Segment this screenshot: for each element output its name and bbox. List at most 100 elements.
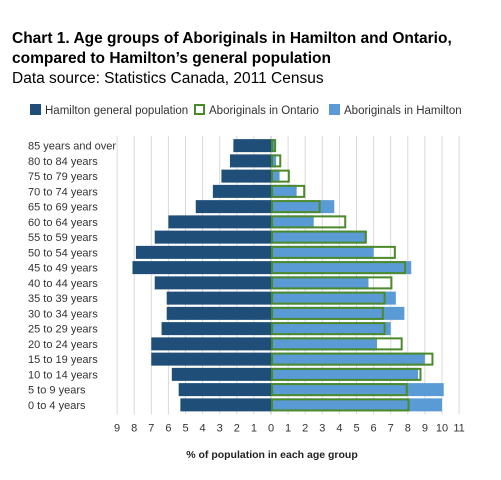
- bar-hamilton-general: [132, 261, 271, 275]
- bar-hamilton-general: [221, 169, 271, 183]
- chart-legend: Hamilton general population Aboriginals i…: [30, 104, 462, 117]
- bar-aboriginals-ontario: [271, 398, 410, 412]
- bar-aboriginals-ontario: [271, 306, 384, 320]
- bar-aboriginals-hamilton: [271, 352, 425, 366]
- x-tick-label: 2: [302, 423, 308, 435]
- bar-hamilton-general: [233, 139, 271, 153]
- bar-aboriginals-hamilton: [271, 367, 419, 381]
- bar-hamilton-general: [171, 367, 271, 381]
- x-tick-label: 4: [200, 423, 206, 435]
- category-label: 20 to 24 years: [28, 339, 98, 351]
- x-tick-label: 7: [148, 423, 154, 435]
- x-tick-label: 0: [268, 423, 274, 435]
- bar-aboriginals-hamilton: [271, 306, 405, 320]
- x-tick-labels: 9 8 7 6 5 4 3 2 1 0 1 2 3 4 5 6 7 8 9 10 11: [114, 423, 465, 435]
- bar-aboriginals-hamilton: [271, 276, 369, 290]
- bar-aboriginals-ontario: [271, 184, 306, 198]
- x-tick-label: 6: [165, 423, 171, 435]
- bar-aboriginals-hamilton: [271, 291, 396, 305]
- bar-hamilton-general: [180, 398, 271, 412]
- bar-aboriginals-ontario: [271, 154, 282, 168]
- x-tick-label: 5: [182, 423, 188, 435]
- x-tick-label: 9: [114, 423, 120, 435]
- bar-aboriginals-ontario: [271, 367, 422, 381]
- bar-aboriginals-ontario: [271, 291, 386, 305]
- bar-aboriginals-hamilton: [271, 200, 335, 214]
- x-tick-label: 5: [353, 423, 359, 435]
- legend-label: Aboriginals in Ontario: [209, 105, 319, 117]
- category-label: 15 to 19 years: [28, 354, 98, 366]
- legend-swatch: [329, 104, 340, 115]
- bar-aboriginals-ontario: [271, 230, 367, 244]
- bar-aboriginals-hamilton: [271, 245, 374, 259]
- x-tick-label: 11: [453, 423, 464, 435]
- x-tick-label: 8: [131, 423, 137, 435]
- bar-aboriginals-ontario: [271, 169, 290, 183]
- bar-hamilton-general: [166, 291, 271, 305]
- legend-swatch: [194, 104, 205, 115]
- x-tick-label: 10: [436, 423, 448, 435]
- bar-hamilton-general: [151, 352, 271, 366]
- bar-hamilton-general: [135, 245, 271, 259]
- x-tick-label: 7: [388, 423, 394, 435]
- bar-aboriginals-hamilton: [271, 322, 391, 336]
- bar-aboriginals-ontario: [271, 215, 347, 229]
- bar-hamilton-general: [154, 276, 271, 290]
- bar-aboriginals-hamilton: [271, 261, 412, 275]
- bar-aboriginals-ontario: [271, 245, 396, 259]
- bar-aboriginals-hamilton: [271, 169, 280, 183]
- x-tick-label: 2: [234, 423, 240, 435]
- category-label: 40 to 44 years: [28, 278, 98, 290]
- legend-label: Aboriginals in Hamilton: [344, 105, 462, 117]
- bar-aboriginals-ontario: [271, 261, 407, 275]
- bar-hamilton-general: [178, 383, 271, 397]
- bar-aboriginals-ontario: [271, 276, 393, 290]
- bar-hamilton-general: [154, 230, 271, 244]
- bar-aboriginals-hamilton: [271, 184, 297, 198]
- legend-swatch: [30, 104, 41, 115]
- category-label: 60 to 64 years: [28, 217, 98, 229]
- bar-aboriginals-hamilton: [271, 230, 367, 244]
- bar-hamilton-general: [195, 200, 271, 214]
- bar-hamilton-general: [161, 322, 271, 336]
- x-tick-label: 1: [251, 423, 257, 435]
- bar-hamilton-general: [151, 337, 271, 351]
- bar-aboriginals-ontario: [271, 383, 408, 397]
- category-label: 45 to 49 years: [28, 263, 98, 275]
- x-tick-label: 1: [285, 423, 291, 435]
- bar-hamilton-general: [168, 215, 271, 229]
- category-label: 70 to 74 years: [28, 186, 98, 198]
- category-label: 65 to 69 years: [28, 202, 98, 214]
- bar-aboriginals-hamilton: [271, 154, 277, 168]
- bar-aboriginals-hamilton: [271, 383, 444, 397]
- category-label: 50 to 54 years: [28, 247, 98, 259]
- x-tick-label: 4: [336, 423, 342, 435]
- bar-aboriginals-ontario: [271, 322, 386, 336]
- category-label: 10 to 14 years: [28, 369, 98, 381]
- bar-hamilton-general: [166, 306, 271, 320]
- bar-aboriginals-hamilton: [271, 398, 442, 412]
- bar-aboriginals-ontario: [271, 200, 321, 214]
- category-label: 5 to 9 years: [28, 385, 86, 397]
- category-label: 80 to 84 years: [28, 156, 98, 168]
- x-tick-label: 3: [319, 423, 325, 435]
- category-label: 75 to 79 years: [28, 171, 98, 183]
- x-tick-label: 6: [371, 423, 377, 435]
- category-label: 30 to 34 years: [28, 308, 98, 320]
- x-tick-label: 9: [422, 423, 428, 435]
- chart-subtitle: Data source: Statistics Canada, 2011 Cen…: [12, 70, 324, 87]
- x-axis-title: % of population in each age group: [186, 449, 358, 461]
- bar-aboriginals-ontario: [271, 352, 434, 366]
- bar-aboriginals-ontario: [271, 139, 277, 153]
- chart-bars: [132, 139, 444, 412]
- x-tick-label: 8: [405, 423, 411, 435]
- bar-hamilton-general: [229, 154, 271, 168]
- category-labels: 85 years and over 80 to 84 years 75 to 79 …: [28, 141, 116, 412]
- bar-aboriginals-hamilton: [271, 215, 314, 229]
- bar-hamilton-general: [212, 184, 271, 198]
- x-tick-label: 3: [217, 423, 223, 435]
- category-label: 85 years and over: [28, 141, 116, 153]
- category-label: 25 to 29 years: [28, 324, 98, 336]
- bar-aboriginals-ontario: [271, 337, 403, 351]
